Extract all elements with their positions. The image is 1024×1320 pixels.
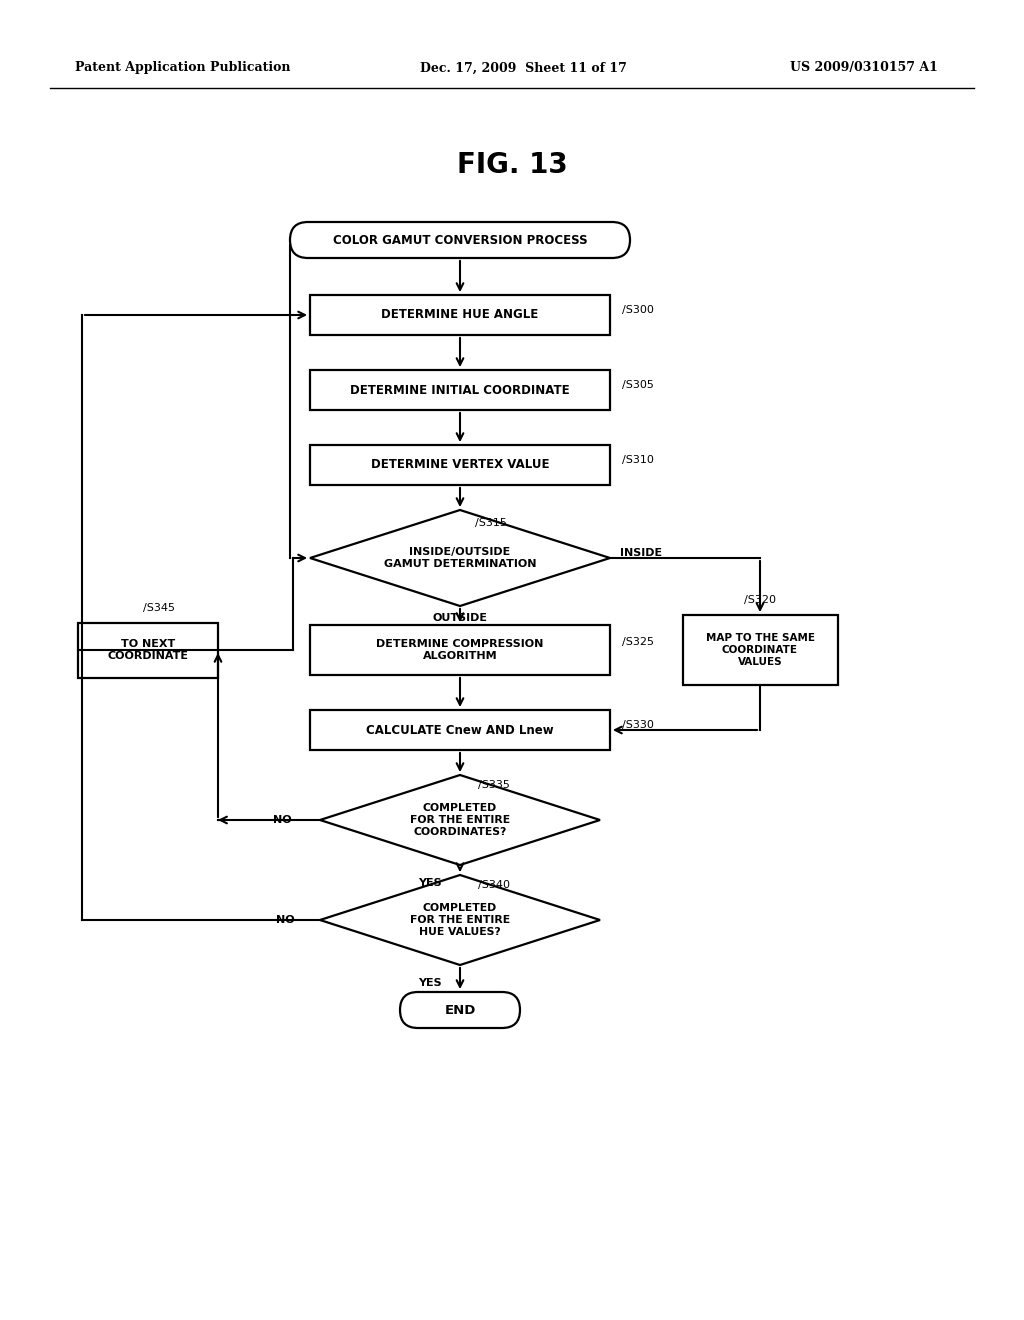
Text: ∕S310: ∕S310 [622,455,654,465]
FancyBboxPatch shape [400,993,520,1028]
Text: Dec. 17, 2009  Sheet 11 of 17: Dec. 17, 2009 Sheet 11 of 17 [420,62,627,74]
Text: TO NEXT
COORDINATE: TO NEXT COORDINATE [108,639,188,661]
Text: CALCULATE Cnew AND Lnew: CALCULATE Cnew AND Lnew [367,723,554,737]
Text: ∕S330: ∕S330 [622,719,654,730]
Text: INSIDE: INSIDE [620,548,663,558]
Text: ∕S335: ∕S335 [478,780,510,789]
Text: ∕S340: ∕S340 [478,880,510,890]
Text: Patent Application Publication: Patent Application Publication [75,62,291,74]
Text: NO: NO [272,814,291,825]
Text: ∕S305: ∕S305 [622,380,654,389]
Text: COLOR GAMUT CONVERSION PROCESS: COLOR GAMUT CONVERSION PROCESS [333,234,588,247]
Bar [310,710,610,750]
Text: DETERMINE HUE ANGLE: DETERMINE HUE ANGLE [381,309,539,322]
Text: ∕S315: ∕S315 [475,517,507,528]
Bar [78,623,218,677]
Text: COMPLETED
FOR THE ENTIRE
HUE VALUES?: COMPLETED FOR THE ENTIRE HUE VALUES? [410,903,510,937]
FancyBboxPatch shape [290,222,630,257]
Polygon shape [310,510,610,606]
Text: OUTSIDE: OUTSIDE [432,612,487,623]
Text: YES: YES [418,878,441,888]
Text: END: END [444,1003,476,1016]
Text: DETERMINE VERTEX VALUE: DETERMINE VERTEX VALUE [371,458,549,471]
Text: ∕S325: ∕S325 [622,638,654,647]
Polygon shape [319,875,600,965]
Text: ∕S300: ∕S300 [622,305,654,315]
Text: COMPLETED
FOR THE ENTIRE
COORDINATES?: COMPLETED FOR THE ENTIRE COORDINATES? [410,804,510,837]
Text: INSIDE/OUTSIDE
GAMUT DETERMINATION: INSIDE/OUTSIDE GAMUT DETERMINATION [384,548,537,569]
Text: DETERMINE INITIAL COORDINATE: DETERMINE INITIAL COORDINATE [350,384,569,396]
Text: US 2009/0310157 A1: US 2009/0310157 A1 [790,62,938,74]
Polygon shape [319,775,600,865]
Text: FIG. 13: FIG. 13 [457,150,567,180]
Text: ∕S345: ∕S345 [143,603,175,612]
Bar [683,615,838,685]
Bar [310,294,610,335]
Text: MAP TO THE SAME
COORDINATE
VALUES: MAP TO THE SAME COORDINATE VALUES [706,634,814,667]
Bar [310,370,610,411]
Bar [310,624,610,675]
Text: NO: NO [275,915,294,925]
Bar [310,445,610,484]
Text: ∕S320: ∕S320 [744,595,776,605]
Text: YES: YES [418,978,441,987]
Text: DETERMINE COMPRESSION
ALGORITHM: DETERMINE COMPRESSION ALGORITHM [376,639,544,661]
